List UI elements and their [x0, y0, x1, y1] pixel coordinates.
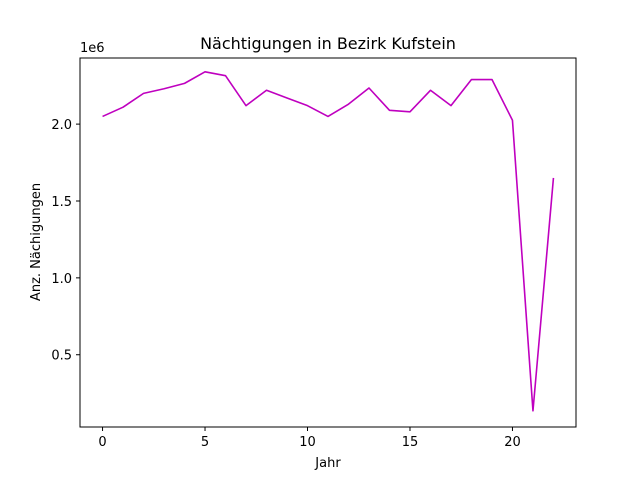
y-tick-label: 1.5 — [51, 195, 72, 210]
y-offset-label: 1e6 — [80, 41, 105, 56]
chart-title: Nächtigungen in Bezirk Kufstein — [200, 34, 456, 53]
x-tick-label: 20 — [504, 435, 521, 450]
y-axis-ticks: 0.5 1.0 1.5 2.0 — [51, 118, 80, 364]
series-line — [102, 71, 555, 412]
y-tick-label: 0.5 — [51, 349, 72, 364]
x-tick-label: 15 — [402, 435, 419, 450]
y-tick-label: 1.0 — [51, 272, 72, 287]
y-tick-label: 2.0 — [51, 118, 72, 133]
x-axis-label: Jahr — [314, 456, 341, 471]
plot-area — [80, 58, 576, 427]
x-axis-ticks: 0 5 10 15 20 — [98, 427, 521, 450]
x-tick-label: 10 — [299, 435, 316, 450]
x-tick-label: 0 — [98, 435, 106, 450]
x-tick-label: 5 — [201, 435, 209, 450]
y-axis-label: Anz. Nächigungen — [29, 183, 44, 301]
plot-frame — [79, 57, 577, 428]
